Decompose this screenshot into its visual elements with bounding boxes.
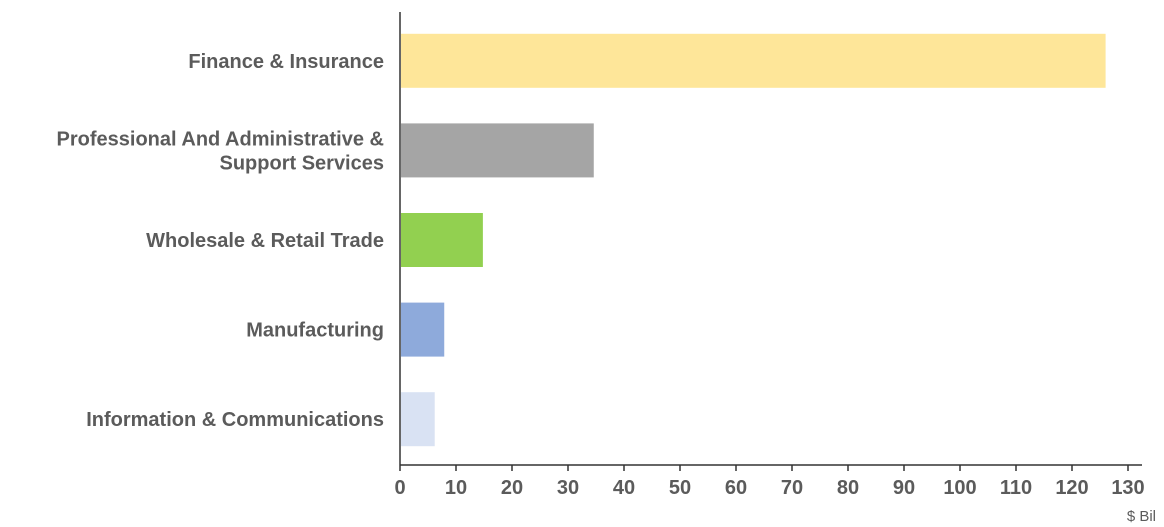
x-tick-label-0: 0 xyxy=(394,477,405,499)
bar-0 xyxy=(401,33,1106,88)
x-tick-label-10: 100 xyxy=(943,477,976,499)
bar-1 xyxy=(401,123,594,178)
x-tick-label-7: 70 xyxy=(781,477,803,499)
x-tick-label-6: 60 xyxy=(725,477,747,499)
x-tick-label-8: 80 xyxy=(837,477,859,499)
x-tick-label-11: 110 xyxy=(1000,477,1032,499)
bar-4 xyxy=(401,392,435,447)
category-label-2: Wholesale & Retail Trade xyxy=(146,230,384,252)
category-label-3: Manufacturing xyxy=(246,320,384,342)
x-tick-label-2: 20 xyxy=(501,477,523,499)
bar-2 xyxy=(401,213,483,267)
category-label-0: Finance & Insurance xyxy=(188,51,384,73)
category-label-4: Information & Communications xyxy=(86,409,384,431)
x-tick-label-13: 130 xyxy=(1111,477,1144,499)
x-tick-label-3: 30 xyxy=(557,477,579,499)
x-tick-label-1: 10 xyxy=(445,477,467,499)
x-tick-label-5: 50 xyxy=(669,477,691,499)
bars-group xyxy=(401,33,1106,447)
category-label-1: Professional And Administrative & Support… xyxy=(57,128,384,174)
bar-3 xyxy=(401,302,445,357)
x-axis-unit-label: $ Bil xyxy=(1127,508,1156,525)
category-labels: Finance & Insurance Professional And Admi… xyxy=(57,51,384,431)
x-tick-label-9: 90 xyxy=(893,477,915,499)
x-axis-ticks: 0 10 20 30 40 50 60 70 80 90 100 110 120 130 xyxy=(394,465,1145,499)
x-tick-label-4: 40 xyxy=(613,477,635,499)
x-tick-label-12: 120 xyxy=(1055,477,1088,499)
